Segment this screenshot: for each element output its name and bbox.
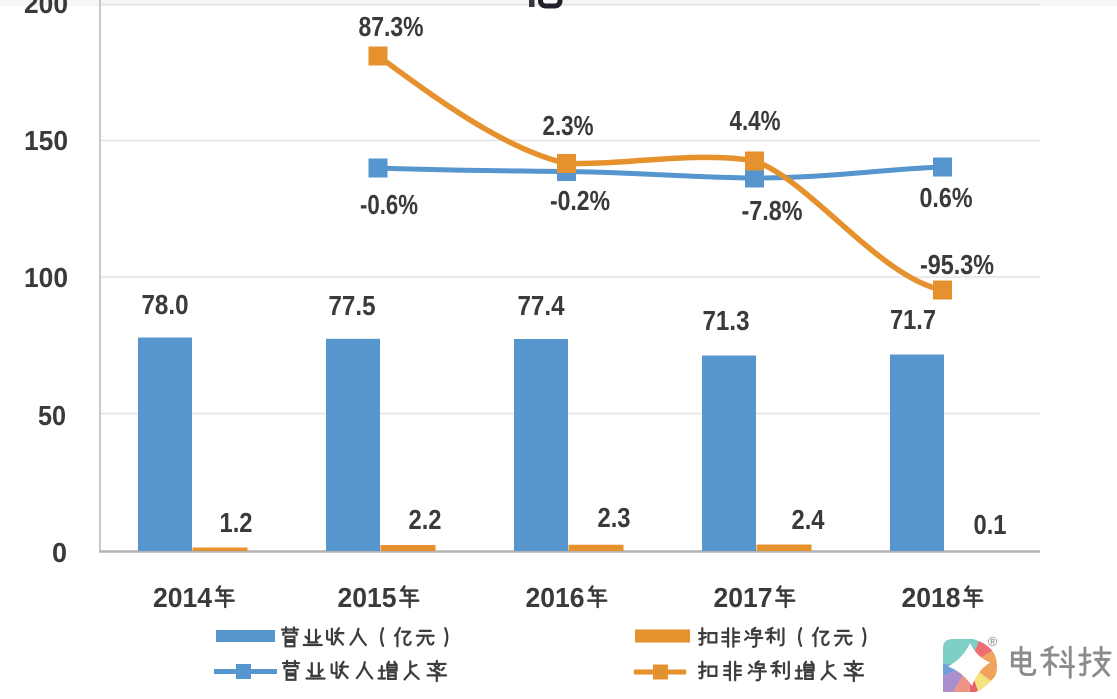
- svg-text:2014: 2014: [153, 582, 212, 613]
- svg-text:0: 0: [52, 537, 67, 568]
- svg-text:2.4: 2.4: [792, 504, 825, 535]
- svg-text:2017: 2017: [714, 582, 773, 613]
- svg-text:2015: 2015: [338, 582, 397, 613]
- svg-text:-95.3%: -95.3%: [920, 249, 994, 280]
- svg-text:-0.6%: -0.6%: [360, 189, 418, 220]
- svg-text:77.5: 77.5: [329, 290, 376, 321]
- svg-text:100: 100: [24, 262, 68, 293]
- svg-text:®: ®: [988, 635, 998, 649]
- svg-text:78.0: 78.0: [142, 289, 189, 320]
- svg-text:71.7: 71.7: [890, 304, 936, 335]
- svg-text:2.3: 2.3: [598, 502, 631, 533]
- svg-text:87.3%: 87.3%: [359, 11, 424, 42]
- svg-text:2.3%: 2.3%: [543, 110, 594, 141]
- svg-text:4.4%: 4.4%: [730, 105, 781, 136]
- svg-text:-0.2%: -0.2%: [550, 185, 610, 216]
- svg-text:0.6%: 0.6%: [920, 182, 973, 213]
- svg-text:71.3: 71.3: [703, 305, 750, 336]
- svg-text:2.2: 2.2: [409, 504, 442, 535]
- svg-text:1.2: 1.2: [220, 507, 253, 538]
- svg-text:150: 150: [24, 125, 68, 156]
- svg-text:2018: 2018: [902, 582, 961, 613]
- svg-text:77.4: 77.4: [518, 290, 565, 321]
- svg-text:200: 200: [24, 0, 68, 19]
- svg-text:-7.8%: -7.8%: [742, 195, 803, 226]
- svg-text:2016: 2016: [526, 582, 585, 613]
- svg-text:50: 50: [38, 400, 66, 431]
- svg-text:0.1: 0.1: [974, 509, 1007, 540]
